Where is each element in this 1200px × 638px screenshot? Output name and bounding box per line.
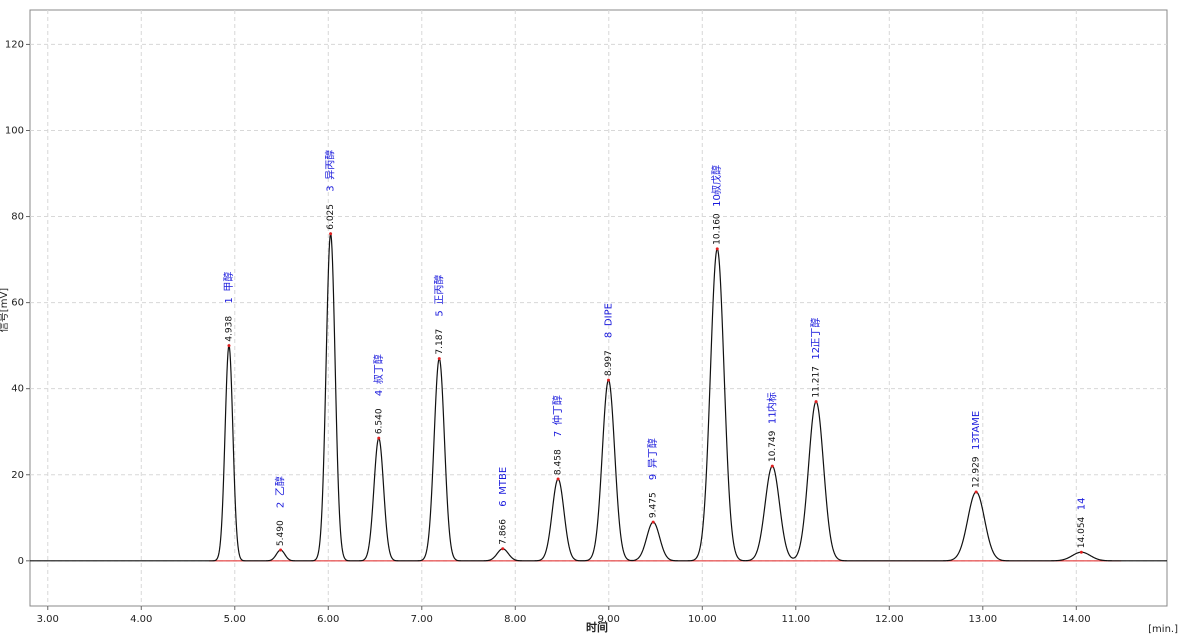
peak-apex (974, 490, 978, 494)
y-tick-label: 80 (11, 212, 24, 223)
peak-apex (1079, 550, 1083, 554)
peak-name: 正丁醇 (809, 318, 822, 348)
peak-apex (607, 378, 611, 382)
peak-number: 10 (712, 194, 723, 207)
peak-name: MTBE (498, 467, 509, 495)
peak-time-label: 12.929 (972, 456, 982, 488)
x-tick-label: 10.00 (688, 614, 717, 625)
peak-number: 1 (224, 297, 235, 303)
peak-apex (501, 547, 505, 551)
y-tick-label: 60 (11, 298, 24, 309)
peak-number: 7 (553, 431, 564, 437)
peak-number: 12 (811, 347, 822, 360)
peak-name: 甲醇 (222, 272, 235, 292)
peak-name: 正丙醇 (432, 275, 445, 305)
x-tick-label: 9.00 (598, 614, 620, 625)
peak-time-label: 7.866 (498, 519, 508, 545)
peak-number: 14 (1076, 497, 1087, 510)
peak-apex (329, 232, 333, 236)
peak-name: DIPE (604, 303, 615, 326)
peak-number: 3 (326, 185, 337, 191)
y-tick-label: 40 (11, 384, 24, 395)
peak-time-label: 6.540 (374, 408, 384, 434)
y-axis-label: 信号[mV] (0, 288, 10, 332)
peak-apex (377, 436, 381, 440)
peak-number: 2 (276, 502, 287, 508)
peak-name: 乙醇 (274, 476, 287, 496)
y-tick-label: 20 (11, 470, 24, 481)
x-tick-label: 8.00 (504, 614, 526, 625)
peak-number: 5 (434, 310, 445, 316)
peak-apex (814, 400, 818, 404)
peak-time-label: 9.475 (649, 492, 659, 518)
peak-apex (437, 357, 441, 361)
peak-apex (715, 247, 719, 251)
peak-name: 异丙醇 (324, 150, 337, 180)
peak-time-label: 11.217 (812, 366, 822, 398)
peak-time-label: 10.749 (768, 430, 778, 462)
peak-time-label: 14.054 (1077, 516, 1087, 548)
peak-apex (556, 477, 560, 481)
peak-apex (279, 548, 283, 552)
x-tick-label: 11.00 (781, 614, 810, 625)
peak-name: TAME (971, 411, 982, 439)
peak-number: 6 (498, 500, 509, 506)
y-tick-label: 120 (5, 39, 24, 50)
x-tick-label: 4.00 (130, 614, 152, 625)
x-tick-label: 7.00 (411, 614, 433, 625)
x-axis-label: 时间 (586, 620, 608, 634)
peak-time-label: 4.938 (224, 316, 234, 342)
peak-number: 4 (374, 390, 385, 396)
peak-time-label: 5.490 (276, 520, 286, 546)
peak-name: 叔丁醇 (372, 354, 385, 384)
peak-time-label: 10.160 (713, 213, 723, 245)
peak-number: 11 (767, 411, 778, 424)
x-tick-label: 14.00 (1062, 614, 1091, 625)
peak-name: 仲丁醇 (551, 395, 564, 425)
peak-apex (770, 464, 774, 468)
x-tick-label: 13.00 (968, 614, 997, 625)
x-tick-label: 6.00 (317, 614, 339, 625)
peak-apex (227, 344, 231, 348)
peak-time-label: 8.997 (604, 350, 614, 376)
peak-time-label: 7.187 (435, 329, 445, 355)
peak-name: 内标 (765, 392, 778, 412)
peak-apex (651, 520, 655, 524)
y-tick-label: 0 (18, 556, 24, 567)
peak-number: 9 (648, 474, 659, 480)
peak-name: 异丁醇 (646, 438, 659, 468)
peak-name: 叔戊醇 (710, 165, 723, 195)
peak-number: 13 (971, 437, 982, 450)
signal-trace (30, 231, 1167, 562)
x-tick-label: 3.00 (37, 614, 59, 625)
peak-number: 8 (604, 332, 615, 338)
x-axis-unit: [min.] (1148, 624, 1178, 635)
x-tick-label: 5.00 (224, 614, 246, 625)
peak-time-label: 6.025 (326, 204, 336, 230)
x-tick-label: 12.00 (875, 614, 904, 625)
y-tick-label: 100 (5, 125, 24, 136)
peak-time-label: 8.458 (554, 449, 564, 475)
